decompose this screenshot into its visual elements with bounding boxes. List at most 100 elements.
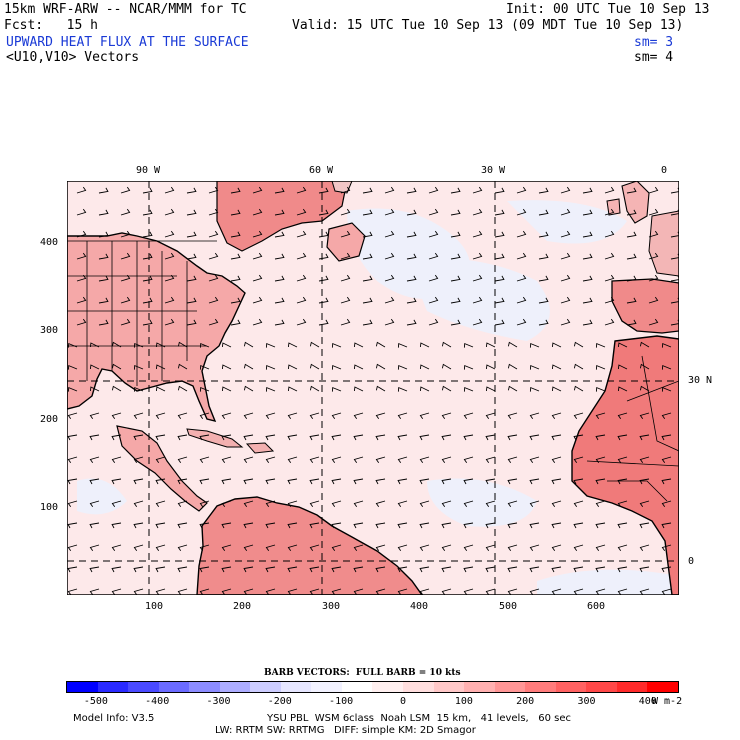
wind-barb [265, 566, 276, 573]
wind-barb [582, 275, 593, 282]
x-tick-400: 400 [410, 601, 429, 612]
wind-barb [582, 297, 593, 304]
wind-barb [274, 253, 285, 260]
wind-barb [406, 297, 417, 304]
wind-barb [287, 522, 298, 529]
africa-land [571, 335, 679, 595]
wind-barb [441, 434, 452, 441]
wind-barb [221, 500, 232, 508]
wind-barb [243, 500, 254, 508]
colorbar-label: -400 [145, 696, 170, 707]
wind-barb [331, 588, 342, 595]
wind-barb [120, 230, 131, 238]
wind-barb [441, 544, 452, 552]
wind-barb [98, 319, 109, 326]
wind-barb [353, 478, 364, 485]
wind-barb [406, 319, 417, 326]
wind-barb [177, 500, 188, 508]
wind-barb [89, 500, 100, 508]
wind-barb [76, 230, 87, 238]
wind-barb [67, 522, 78, 529]
wind-barb [538, 209, 549, 216]
colorbar-label: 300 [577, 696, 596, 707]
wind-barb [626, 253, 637, 260]
wind-barb [230, 297, 241, 304]
wind-barb [221, 544, 232, 552]
wind-barb [177, 385, 188, 392]
wind-barb [507, 478, 518, 485]
wind-barb [582, 319, 593, 326]
wind-barb [573, 588, 584, 595]
wind-barb [186, 231, 197, 238]
wind-barb [120, 252, 131, 260]
wind-barb [397, 588, 408, 595]
wind-barb [331, 412, 342, 420]
wind-barb [441, 500, 452, 508]
canada-land [216, 181, 348, 252]
colorbar-label: -500 [83, 696, 108, 707]
wind-barb [604, 318, 615, 326]
wind-barb [208, 230, 219, 238]
hispaniola-land [245, 442, 275, 454]
wind-barb [252, 318, 263, 326]
wind-barb [485, 456, 496, 464]
wind-barb [208, 318, 219, 326]
wind-barb [463, 522, 474, 529]
wind-barb [164, 230, 175, 238]
wind-barb [287, 386, 298, 392]
wind-barb [419, 456, 430, 464]
wind-barb [450, 209, 461, 216]
heat-flux-map [67, 181, 679, 595]
wind-barb [419, 566, 430, 573]
wind-barb [208, 296, 219, 304]
wind-barb [661, 434, 672, 441]
wind-barb [111, 522, 122, 529]
wind-barb [309, 522, 320, 529]
wind-barb [265, 364, 276, 370]
wind-barb [626, 319, 637, 326]
wind-barb [318, 297, 329, 304]
wind-barb [661, 566, 672, 573]
wind-barb [419, 478, 430, 485]
wind-barb [648, 296, 659, 304]
wind-barb [353, 588, 364, 595]
wind-barb [485, 544, 496, 552]
wind-barb [375, 522, 386, 529]
wind-barb [265, 500, 276, 508]
low-flux-ocean-patches [77, 200, 679, 595]
colorbar-segment [250, 682, 281, 692]
wind-barb [661, 544, 672, 552]
wind-barb [98, 209, 109, 216]
wind-barb [384, 230, 395, 238]
wind-barb [340, 296, 351, 304]
wind-barb [362, 209, 373, 216]
wind-barb [155, 478, 166, 485]
wind-barb [450, 275, 461, 282]
wind-barb [274, 275, 285, 282]
wind-barb [164, 186, 175, 194]
wind-barb [573, 566, 584, 573]
wind-barb [485, 522, 496, 529]
wind-barb [177, 544, 188, 552]
wind-barb [199, 456, 210, 464]
wind-barb [155, 412, 166, 420]
wind-barb [208, 208, 219, 216]
wind-barb [177, 588, 188, 595]
wind-barb [331, 566, 342, 573]
wind-barb [120, 296, 131, 304]
wind-barb [221, 456, 232, 464]
wind-barb [331, 342, 342, 348]
wind-barb [375, 412, 386, 420]
wind-barb [595, 364, 606, 370]
colorbar-segment [341, 682, 373, 692]
wind-barb [243, 566, 254, 573]
wind-barb [252, 252, 263, 260]
wind-barb [199, 566, 210, 573]
wind-barb [428, 274, 439, 282]
lat-label-30n: 30 N [688, 375, 713, 386]
wind-barb [111, 588, 122, 595]
y-tick-300: 300 [40, 325, 59, 336]
wind-barb [177, 456, 188, 464]
wind-barb [441, 588, 452, 595]
wind-barb [67, 364, 78, 370]
